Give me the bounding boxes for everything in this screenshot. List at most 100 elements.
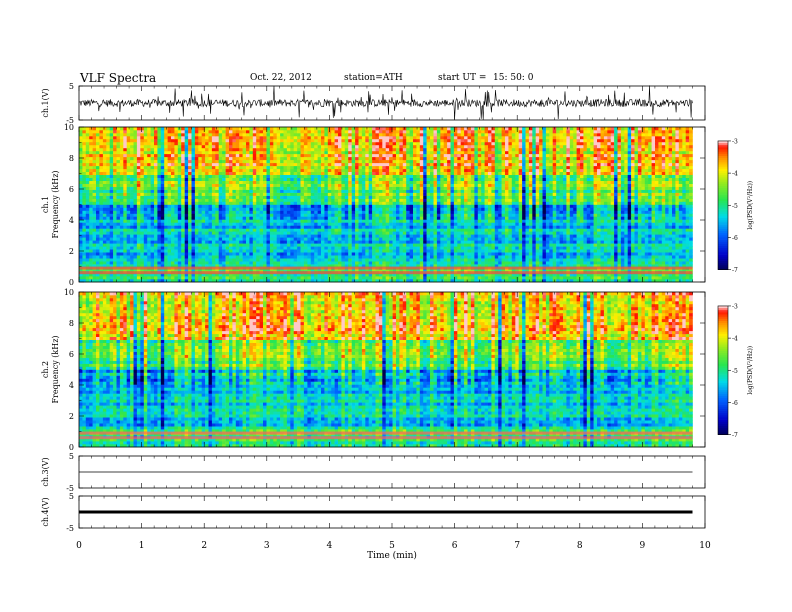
spectrogram-cell [488,228,492,232]
spectrogram-cell [229,225,233,229]
spectrogram-cell [184,216,189,220]
spectrogram-cell [433,264,438,268]
spectrogram-cell [460,240,465,244]
spectrogram-cell [215,222,219,226]
spectrogram-cell [92,237,97,241]
spectrogram-cell [198,264,202,268]
spectrogram-cell [201,201,206,205]
spectrogram-cell [460,279,465,283]
spectrogram-cell [637,279,642,283]
spectrogram-cell [689,279,693,283]
spectrogram-cell [205,225,209,229]
spectrogram-cell [518,201,523,205]
spectrogram-cell [607,258,611,262]
spectrogram-cell [334,243,339,247]
spectrogram-cell [324,231,329,235]
spectrogram-cell [436,276,441,280]
spectrogram-cell [276,222,281,226]
spectrogram-cell [450,264,455,268]
spectrogram-cell [143,213,148,217]
spectrogram-cell [130,261,134,265]
spectrogram-cell [184,210,189,214]
spectrogram-cell [460,273,465,277]
spectrogram-cell [607,252,611,256]
spectrogram-cell [559,273,564,277]
spectrogram-cell [280,243,284,247]
spectrogram-cell [413,231,417,235]
spectrogram-cell [85,243,90,247]
spectrogram-cell [542,252,547,256]
spectrogram-cell [225,216,230,220]
spectrogram-cell [307,252,312,256]
spectrogram-cell [464,210,468,214]
spectrogram-cell [498,255,502,259]
spectrogram-cell [528,219,533,223]
spectrogram-cell [89,234,93,238]
spectrogram-cell [569,252,574,256]
spectrogram-cell [99,237,104,241]
spectrogram-cell [300,264,305,268]
spectrogram-cell [99,219,104,223]
spectrogram-cell [396,219,400,223]
spectrogram-cell [314,243,318,247]
spectrogram-cell [136,198,141,202]
spectrogram-cell [627,273,632,277]
spectrogram-cell [375,258,380,262]
spectrogram-cell [126,231,131,235]
spectrogram-cell [372,276,376,280]
spectrogram-cell [109,222,114,226]
spectrogram-cell [229,252,233,256]
spectrogram-cell [477,243,482,247]
spectrogram-cell [249,240,254,244]
spectrogram-cell [522,237,526,241]
spectrogram-cell [89,261,93,265]
spectrogram-cell [460,207,465,211]
spectrogram-cell [573,255,577,259]
spectrogram-cell [208,204,213,208]
spectrogram-cell [603,213,608,217]
spectrogram-cell [147,258,151,262]
spectrogram-cell [556,240,560,244]
spectrogram-cell [211,252,216,256]
spectrogram-cell [542,207,547,211]
spectrogram-cell [211,222,216,226]
spectrogram-cell [331,261,335,265]
spectrogram-cell [344,261,349,265]
spectrogram-cell [607,246,611,250]
spectrogram-cell [396,255,400,259]
spectrogram-cell [634,249,639,253]
spectrogram-cell [154,231,158,235]
spectrogram-cell [123,201,127,205]
spectrogram-cell [184,246,189,250]
spectrogram-cell [644,252,649,256]
spectrogram-cell [467,234,472,238]
spectrogram-cell [321,258,325,262]
spectrogram-cell [256,261,260,265]
spectrogram-cell [191,246,196,250]
spectrogram-cell [423,231,427,235]
spectrogram-cell [597,240,601,244]
spectrogram-cell [685,279,690,283]
spectrogram-cell [303,261,308,265]
spectrogram-cell [116,228,121,232]
spectrogram-cell [631,243,635,247]
spectrogram-cell [130,243,134,247]
spectrogram-cell [631,252,635,256]
spectrogram-cell [542,225,547,229]
spectrogram-cell [276,258,281,262]
spectrogram-cell [259,246,264,250]
spectrogram-cell [508,207,513,211]
spectrogram-cell [252,231,257,235]
spectrogram-cell [413,252,417,256]
spectrogram-cell [545,252,550,256]
spectrogram-cell [559,240,564,244]
spectrogram-cell [511,207,516,211]
spectrogram-cell [580,279,584,283]
spectrogram-cell [474,231,479,235]
spectrogram-cell [413,249,417,253]
spectrogram-cell [518,210,523,214]
spectrogram-cell [430,228,434,232]
spectrogram-cell [457,264,461,268]
spectrogram-cell [344,273,349,277]
spectrogram-cell [79,255,83,259]
